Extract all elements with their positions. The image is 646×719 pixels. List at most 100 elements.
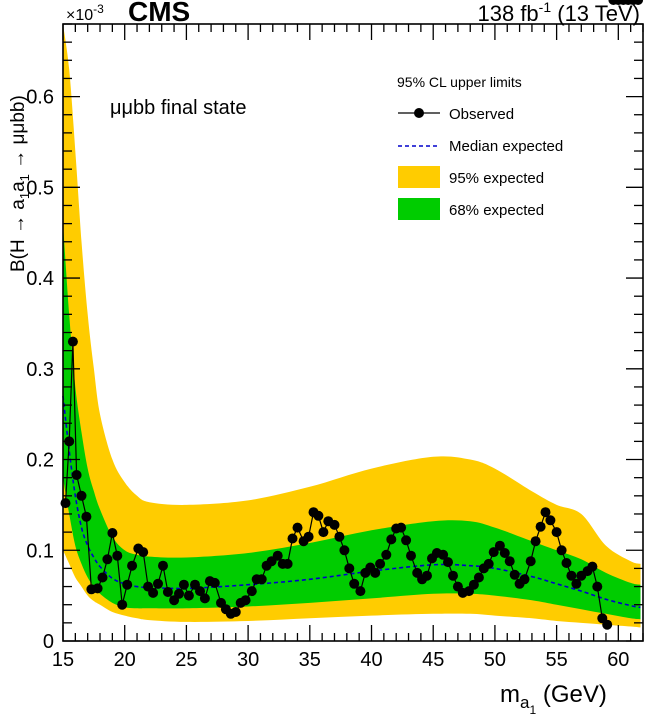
observed-point — [102, 554, 113, 565]
observed-point — [240, 595, 251, 606]
final-state-label: μμbb final state — [110, 97, 246, 119]
observed-point — [246, 586, 257, 597]
x-tick-label: 25 — [175, 649, 197, 671]
observed-point — [318, 527, 329, 538]
observed-point — [183, 590, 194, 601]
observed-point — [334, 531, 345, 542]
observed-point — [509, 569, 520, 580]
observed-point — [519, 574, 530, 585]
observed-point — [81, 511, 92, 522]
axis-ticks — [62, 23, 644, 642]
observed-point — [545, 515, 556, 526]
observed-point — [339, 545, 350, 556]
x-tick-label: 30 — [237, 649, 259, 671]
observed-point — [406, 550, 416, 561]
observed-point — [67, 336, 78, 347]
observed-point — [375, 558, 386, 569]
axis-tick-labels: 15 20 25 30 35 40 45 50 55 60 0 0.1 0.2 0.3 0.4 0.5 0.6 — [26, 87, 629, 671]
observed-point — [551, 527, 562, 538]
observed-point — [97, 572, 108, 583]
y-tick-label: 0.6 — [26, 87, 54, 109]
observed-point — [122, 579, 133, 590]
observed-point — [112, 550, 123, 561]
observed-point — [303, 531, 314, 542]
observed-point — [178, 579, 189, 590]
observed-point — [494, 540, 505, 551]
legend-observed-label: Observed — [449, 106, 514, 123]
observed-point — [381, 549, 392, 560]
x-tick-label: 50 — [484, 649, 506, 671]
observed-point — [230, 607, 241, 617]
observed-point — [422, 570, 432, 581]
observed-point — [571, 578, 582, 589]
x-tick-label: 45 — [422, 649, 444, 671]
observed-point — [602, 619, 613, 630]
observed-point — [92, 583, 103, 594]
observed-point — [199, 593, 210, 604]
observed-point — [117, 599, 128, 610]
observed-point — [313, 510, 324, 521]
legend: 95% CL upper limits Observed Median expe… — [397, 74, 563, 220]
y-axis-title: B(H → a1a1 → μμbb) — [8, 95, 32, 272]
y-tick-label: 0.3 — [26, 359, 54, 381]
observed-point — [107, 528, 118, 538]
legend-68-label: 68% expected — [449, 202, 544, 219]
observed-point — [138, 547, 149, 558]
observed-point — [153, 578, 163, 589]
observed-point — [174, 588, 184, 599]
observed-point — [256, 574, 267, 585]
observed-point — [272, 550, 283, 561]
observed-point — [633, 0, 644, 5]
observed-points — [60, 0, 644, 630]
observed-point — [76, 490, 87, 501]
y-tick-label: 0 — [43, 631, 54, 653]
y-tick-label: 0.4 — [26, 268, 54, 290]
observed-point — [592, 581, 603, 592]
legend-observed-marker — [414, 108, 424, 118]
x-axis-title: ma1 (GeV) — [500, 681, 607, 717]
observed-point — [355, 586, 366, 597]
observed-point — [158, 560, 168, 571]
legend-68-swatch — [398, 198, 440, 220]
y-tick-label: 0.1 — [26, 540, 54, 562]
observed-point — [448, 570, 458, 581]
legend-95-swatch — [398, 166, 440, 188]
observed-point — [401, 535, 412, 546]
median-expected-line — [62, 395, 641, 609]
y-tick-label: 0.2 — [26, 450, 54, 472]
observed-point — [483, 558, 494, 569]
observed-point — [349, 578, 360, 589]
observed-point — [148, 587, 159, 598]
observed-point — [162, 587, 173, 597]
lumi-label: 138 fb-1 (13 TeV) — [478, 0, 641, 26]
observed-point — [396, 522, 407, 533]
cms-label: CMS — [128, 0, 190, 27]
observed-point — [566, 570, 577, 581]
observed-point — [329, 519, 340, 530]
x-tick-label: 40 — [360, 649, 382, 671]
observed-point — [292, 522, 303, 533]
observed-point — [127, 560, 138, 571]
observed-point — [473, 572, 484, 583]
observed-point — [540, 507, 551, 518]
observed-point — [282, 558, 293, 569]
observed-point — [587, 561, 598, 572]
observed-point — [209, 577, 220, 588]
observed-point — [488, 547, 499, 558]
observed-point — [535, 521, 546, 532]
observed-point — [438, 549, 449, 560]
legend-95-label: 95% expected — [449, 170, 544, 187]
y-tick-label: 0.5 — [26, 177, 54, 199]
observed-point — [60, 498, 71, 509]
band-95-expected — [63, 24, 641, 628]
plot-area — [60, 0, 644, 630]
x-tick-label: 55 — [545, 649, 567, 671]
observed-point — [370, 567, 381, 578]
x-tick-label: 35 — [299, 649, 321, 671]
observed-point — [525, 556, 536, 567]
observed-point — [71, 470, 82, 480]
observed-point — [287, 533, 298, 544]
observed-point — [195, 586, 205, 597]
scale-factor: ×10-3 — [66, 2, 104, 24]
